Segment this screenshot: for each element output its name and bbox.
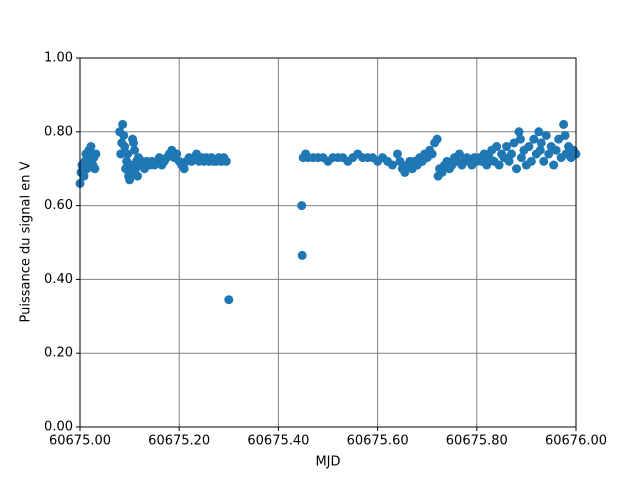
point <box>541 130 551 140</box>
y-tick-label: 0.40 <box>44 272 73 287</box>
point <box>86 142 96 152</box>
point <box>116 149 126 159</box>
y-tick-label: 0.00 <box>44 420 73 435</box>
point <box>514 127 524 137</box>
point <box>79 171 89 181</box>
point <box>437 167 447 177</box>
x-axis-label: MJD <box>315 455 340 470</box>
point <box>536 138 546 148</box>
point <box>526 156 536 166</box>
y-axis-label: Puissance du signal en V <box>19 161 34 322</box>
point <box>529 134 539 144</box>
point <box>427 149 437 159</box>
point <box>172 149 182 159</box>
point <box>511 164 521 174</box>
point <box>91 149 101 159</box>
point <box>123 149 133 159</box>
point <box>392 149 402 159</box>
x-tick-label: 60675.20 <box>148 434 210 449</box>
plot-frame <box>79 57 577 428</box>
point <box>297 250 307 260</box>
point <box>133 171 143 181</box>
point <box>504 156 514 166</box>
point <box>395 156 405 166</box>
point <box>535 145 545 155</box>
point <box>129 138 139 148</box>
y-tick-label: 0.20 <box>44 346 73 361</box>
y-tick-label: 1.00 <box>44 51 73 66</box>
point <box>90 164 100 174</box>
point <box>560 130 570 140</box>
y-tick-label: 0.80 <box>44 124 73 139</box>
point <box>454 149 464 159</box>
point <box>179 164 189 174</box>
point <box>551 145 561 155</box>
point <box>118 119 128 129</box>
point <box>549 160 559 170</box>
point <box>130 145 140 155</box>
point <box>125 175 135 185</box>
point <box>534 127 544 137</box>
point <box>559 119 569 129</box>
point <box>387 160 397 170</box>
point <box>482 160 492 170</box>
x-tick-label: 60675.80 <box>446 434 508 449</box>
point <box>492 142 502 152</box>
point <box>119 130 129 140</box>
point <box>507 149 517 159</box>
x-tick-label: 60675.00 <box>49 434 111 449</box>
point <box>502 142 512 152</box>
point <box>515 134 525 144</box>
point <box>120 142 130 152</box>
point <box>400 167 410 177</box>
x-tick-label: 60676.00 <box>545 434 607 449</box>
point <box>297 201 307 211</box>
point <box>221 156 231 166</box>
point <box>224 295 234 305</box>
point <box>432 134 442 144</box>
x-tick-label: 60675.40 <box>247 434 309 449</box>
x-tick-label: 60675.60 <box>347 434 409 449</box>
point <box>516 153 526 163</box>
point <box>539 156 549 166</box>
y-tick-label: 0.60 <box>44 198 73 213</box>
point <box>524 142 534 152</box>
point <box>494 160 504 170</box>
point <box>544 149 554 159</box>
